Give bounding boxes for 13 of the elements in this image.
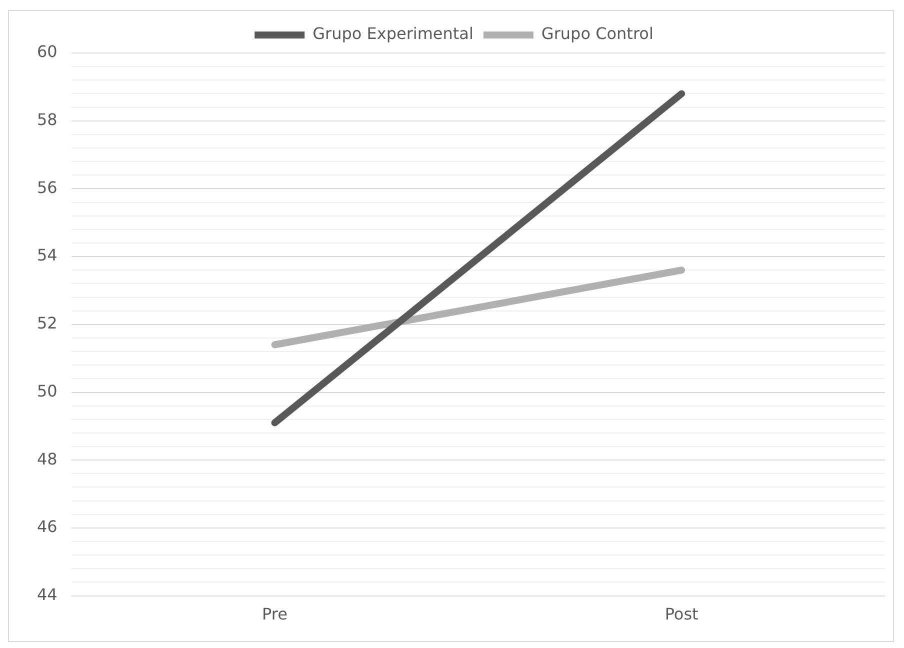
- y-tick-label: 56: [37, 178, 58, 197]
- y-tick-label: 46: [37, 517, 58, 536]
- x-tick-label: Post: [664, 604, 698, 624]
- y-tick-label: 48: [37, 449, 58, 468]
- legend-label: Grupo Control: [541, 24, 654, 44]
- y-tick-label: 44: [37, 584, 58, 604]
- y-tick-label: 50: [37, 381, 58, 400]
- y-tick-label: 52: [37, 314, 58, 333]
- x-tick-label: Pre: [262, 604, 288, 624]
- y-tick-label: 60: [37, 42, 58, 62]
- legend-label: Grupo Experimental: [312, 24, 474, 44]
- y-tick-label: 54: [37, 246, 58, 265]
- y-tick-label: 58: [37, 110, 58, 130]
